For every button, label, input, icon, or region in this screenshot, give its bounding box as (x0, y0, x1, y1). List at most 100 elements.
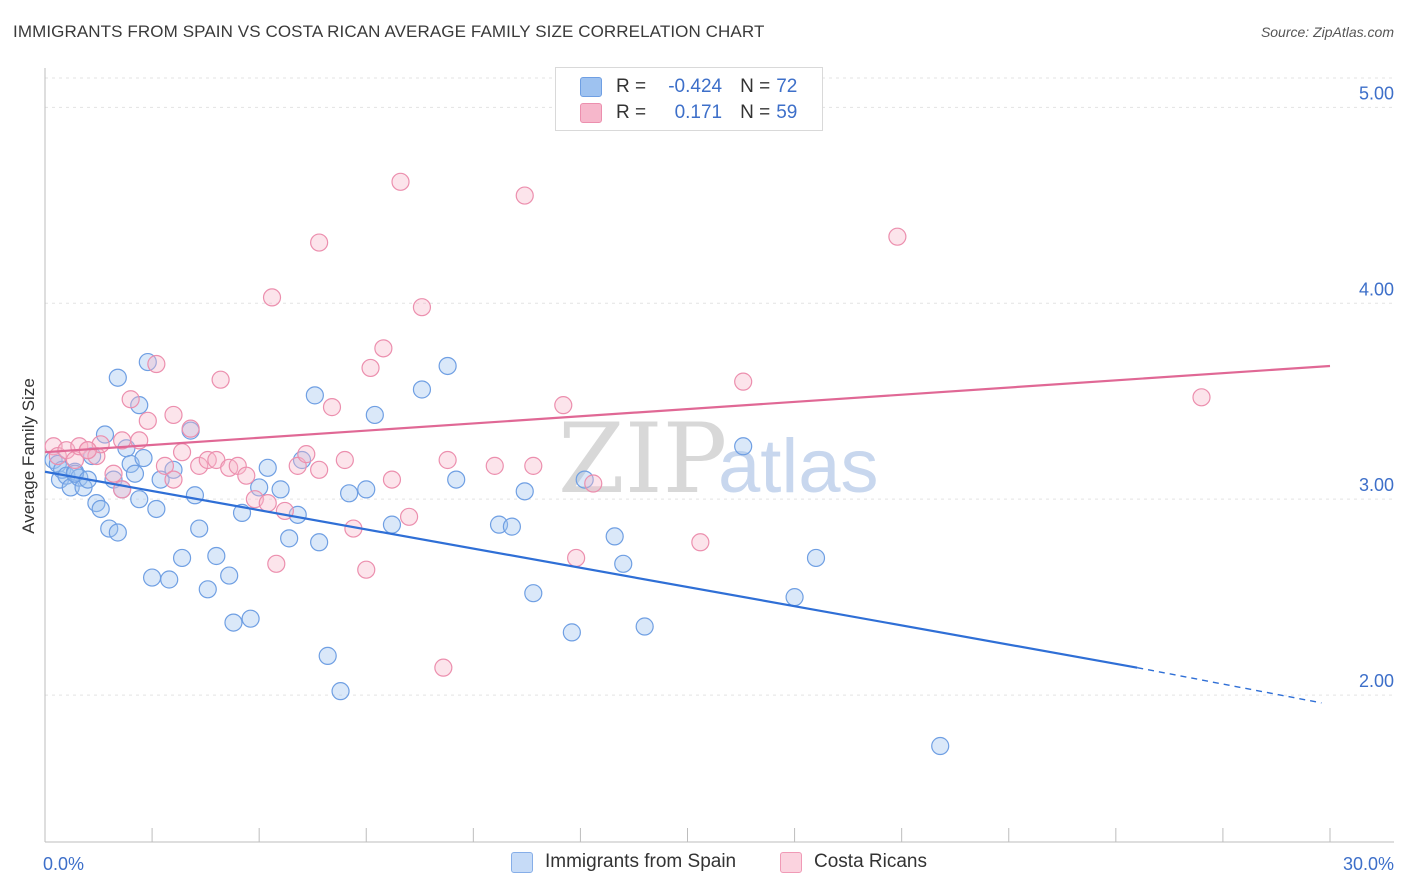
series-legend-spain[interactable]: Immigrants from Spain (511, 851, 736, 873)
trend-line-costa-rica (44, 364, 1331, 454)
point-spain (220, 566, 239, 585)
series-label-spain: Immigrants from Spain (545, 851, 737, 872)
point-costa-rica (734, 372, 753, 391)
point-costa-rica (524, 456, 543, 475)
point-spain (241, 609, 260, 628)
point-costa-rica (382, 470, 402, 489)
legend-n-label: N = (740, 102, 771, 123)
series-legend-costa-rica[interactable]: Costa Ricans (780, 851, 927, 873)
point-costa-rica (438, 450, 457, 470)
point-costa-rica (181, 419, 200, 438)
point-spain (605, 527, 624, 546)
point-costa-rica (164, 470, 183, 489)
point-spain (438, 356, 457, 376)
point-spain (190, 519, 209, 538)
point-spain (185, 486, 205, 505)
point-spain (250, 478, 269, 497)
point-costa-rica (310, 233, 329, 252)
point-spain (502, 517, 521, 536)
point-spain (91, 499, 110, 519)
point-costa-rica (412, 298, 432, 317)
legend-n-value-costa-rica: 59 (776, 102, 798, 123)
point-spain (515, 482, 534, 501)
point-costa-rica (335, 450, 354, 470)
point-costa-rica (888, 227, 907, 246)
point-spain (318, 646, 337, 665)
point-costa-rica (138, 411, 157, 430)
point-spain (806, 548, 826, 568)
axis-labels: Average Family Size 0.0% 30.0% (19, 378, 1394, 874)
series-legend: Immigrants from Spain Costa Ricans (0, 851, 1406, 877)
point-spain (635, 617, 654, 636)
point-costa-rica (310, 460, 329, 479)
point-spain (164, 460, 183, 479)
point-spain (575, 470, 594, 489)
point-spain (130, 490, 149, 509)
point-costa-rica (361, 358, 380, 378)
legend-swatch-costa-rica (580, 103, 602, 123)
point-spain (95, 425, 115, 444)
point-costa-rica (164, 405, 183, 425)
trend-lines (44, 364, 1331, 704)
point-costa-rica (1192, 388, 1211, 407)
point-costa-rica (65, 450, 85, 470)
point-spain (931, 736, 950, 756)
point-spain (310, 533, 329, 552)
point-spain (734, 437, 753, 456)
point-spain (365, 405, 384, 425)
point-spain (340, 484, 359, 503)
point-spain (562, 623, 581, 642)
x-tick-max: 30.0% (1343, 854, 1394, 874)
point-costa-rica (357, 560, 376, 579)
watermark-atlas: atlas (718, 424, 879, 509)
point-costa-rica (554, 396, 573, 415)
legend-row-spain: R = -0.424 N = 72 (580, 75, 797, 99)
point-spain (108, 368, 127, 387)
point-spain (614, 554, 633, 573)
point-costa-rica (267, 554, 286, 573)
point-spain (100, 519, 119, 538)
point-spain (147, 499, 166, 519)
point-spain (151, 470, 170, 489)
legend-n-label: N = (740, 76, 771, 97)
point-costa-rica (399, 507, 419, 526)
legend-r-value-spain: -0.424 (668, 76, 723, 97)
legend-r-label: R = (616, 76, 647, 97)
point-costa-rica (391, 172, 410, 191)
point-costa-rica (172, 443, 192, 462)
chart-title: IMMIGRANTS FROM SPAIN VS COSTA RICAN AVE… (13, 22, 765, 41)
watermark: ZIP atlas (558, 403, 879, 515)
point-costa-rica (515, 186, 534, 205)
point-spain (280, 529, 299, 548)
point-spain (271, 480, 290, 499)
source-label: Source: ZipAtlas.com (1260, 24, 1394, 40)
y-tick-label: 4.00 (1359, 279, 1394, 299)
point-spain (785, 588, 804, 607)
point-costa-rica (121, 390, 140, 409)
data-points (44, 172, 1211, 756)
point-spain (447, 470, 466, 489)
point-spain (134, 448, 153, 468)
watermark-zip: ZIP (558, 403, 727, 515)
point-spain (412, 380, 432, 399)
point-spain (172, 548, 192, 568)
trend-line-spain-extension (1137, 666, 1322, 704)
point-costa-rica (297, 445, 316, 464)
trend-line-spain (44, 470, 1138, 669)
y-tick-label: 5.00 (1359, 83, 1394, 103)
grid (45, 77, 1394, 696)
point-spain (160, 570, 179, 589)
axes: 2.00 3.00 4.00 5.00 (44, 68, 1394, 843)
point-costa-rica (262, 288, 282, 307)
point-spain (224, 613, 243, 632)
point-spain (198, 580, 217, 599)
point-costa-rica (567, 548, 586, 568)
point-spain (331, 682, 350, 701)
x-tick-min: 0.0% (43, 854, 84, 874)
y-axis-label: Average Family Size (19, 378, 38, 534)
point-spain (125, 464, 145, 483)
legend-r-value-costa-rica: 0.171 (674, 102, 723, 123)
legend-r-label: R = (616, 102, 647, 123)
legend-n-value-spain: 72 (776, 76, 798, 97)
point-spain (305, 386, 324, 405)
